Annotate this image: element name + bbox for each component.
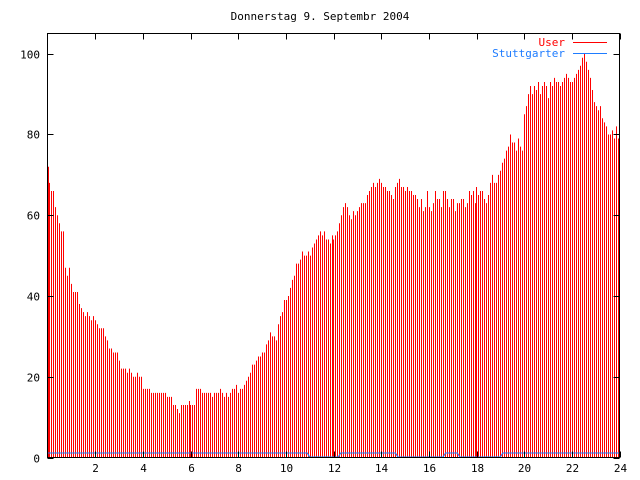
y-tick-label: 60 [27,210,40,223]
y-tick-label: 20 [27,372,40,385]
y-tick-label: 100 [20,49,40,62]
x-tick-label: 14 [375,462,389,475]
user-bars [48,53,619,458]
x-tick-label: 8 [235,462,242,475]
legend: User Stuttgarter [492,36,607,60]
legend-label-stuttgarter: Stuttgarter [492,47,565,60]
x-tick-label: 2 [92,462,99,475]
x-tick-label: 22 [566,462,579,475]
chart-title: Donnerstag 9. Septembr 2004 [231,10,410,23]
legend-label-user: User [539,36,566,49]
x-axis: 2 4 6 8 10 12 14 16 18 20 22 24 [92,33,628,475]
x-tick-label: 16 [423,462,436,475]
x-tick-label: 24 [614,462,628,475]
x-tick-label: 4 [140,462,147,475]
x-tick-label: 20 [518,462,531,475]
x-tick-label: 6 [188,462,195,475]
y-axis: 0 20 40 60 80 100 [20,49,620,466]
x-tick-label: 12 [328,462,341,475]
x-tick-label: 18 [471,462,484,475]
y-tick-label: 80 [27,129,40,142]
x-tick-label: 10 [280,462,293,475]
plot-border [47,33,620,458]
y-tick-label: 40 [27,291,40,304]
y-tick-label: 0 [33,453,40,466]
